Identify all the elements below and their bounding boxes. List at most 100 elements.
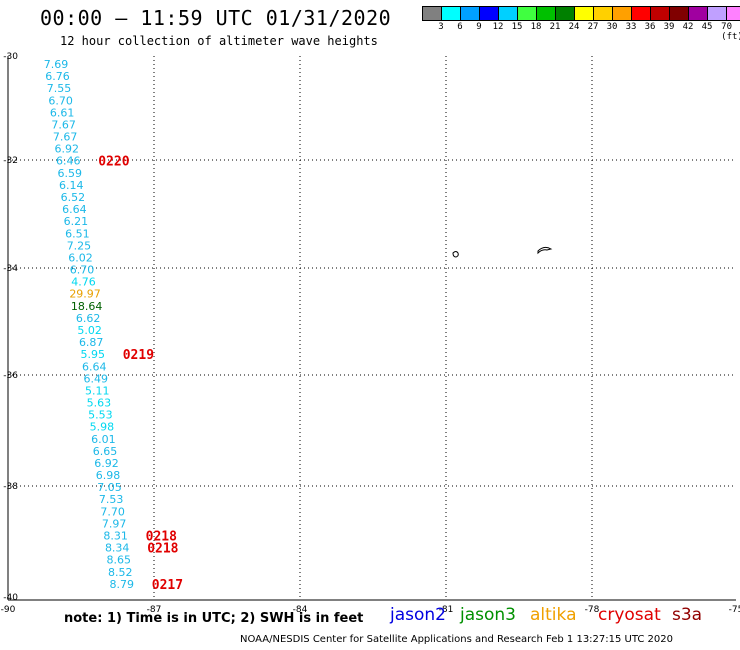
legend-swatch (727, 7, 740, 20)
wave-height-value: 6.21 (64, 215, 89, 228)
wave-height-value: 7.67 (51, 118, 76, 131)
legend-swatch (499, 7, 518, 20)
map-title: 00:00 – 11:59 UTC 01/31/2020 (40, 6, 392, 30)
wave-height-value: 6.98 (96, 469, 121, 482)
wave-height-value: 4.76 (71, 276, 96, 289)
satellite-name-s3a: s3a (672, 605, 703, 625)
lon-label: -78 (585, 605, 600, 615)
legend-swatch (442, 7, 461, 20)
wave-height-value: 7.55 (47, 82, 72, 95)
legend-swatch (670, 7, 689, 20)
wave-height-value: 7.67 (53, 131, 78, 144)
legend-label: 39 (663, 22, 675, 32)
wave-height-value: 5.95 (80, 348, 105, 361)
lat-label: -38 (3, 482, 18, 492)
wave-height-value: 6.02 (68, 251, 93, 264)
lon-label: -87 (147, 605, 162, 615)
lat-label: -34 (3, 264, 18, 274)
lat-label: -30 (3, 52, 18, 62)
lon-label: -81 (439, 605, 454, 615)
lon-label: -90 (1, 605, 16, 615)
wave-height-value: 6.92 (54, 143, 79, 156)
map-subtitle: 12 hour collection of altimeter wave hei… (60, 34, 378, 48)
wave-height-value: 5.63 (87, 397, 112, 410)
satellite-name-altika: altika (530, 605, 577, 625)
wave-height-value: 7.25 (67, 239, 92, 252)
color-scale-legend (422, 6, 740, 21)
wave-height-value: 8.31 (103, 530, 128, 543)
wave-height-value: 7.97 (102, 517, 127, 530)
legend-label: 42 (682, 22, 694, 32)
legend-label: 33 (625, 22, 637, 32)
island-outline (452, 251, 459, 258)
wave-height-value: 8.34 (105, 542, 130, 555)
legend-swatch (594, 7, 613, 20)
wave-height-value: 6.61 (50, 106, 75, 119)
wave-height-value: 7.53 (99, 493, 124, 506)
legend-swatch (423, 7, 442, 20)
legend-swatch (708, 7, 727, 20)
legend-swatch (575, 7, 594, 20)
legend-label: 3 (438, 22, 444, 32)
satellite-name-cryosat: cryosat (598, 605, 661, 625)
legend-label: 30 (606, 22, 618, 32)
wave-height-value: 5.98 (90, 421, 115, 434)
legend-swatch (537, 7, 556, 20)
legend-label: 6 (457, 22, 463, 32)
wave-height-value: 6.65 (93, 445, 118, 458)
wave-height-value: 6.52 (61, 191, 86, 204)
wave-height-value: 8.65 (106, 554, 131, 567)
legend-label: 18 (530, 22, 542, 32)
wave-height-value: 6.01 (91, 433, 116, 446)
lat-label: -32 (3, 156, 18, 166)
wave-height-value: 6.64 (82, 360, 107, 373)
legend-swatch (518, 7, 537, 20)
wave-height-value: 8.79 (110, 578, 135, 591)
credit-line: NOAA/NESDIS Center for Satellite Applica… (240, 634, 673, 645)
time-label: 0218 (146, 530, 177, 545)
wave-height-value: 18.64 (71, 300, 103, 313)
wave-height-value: 6.46 (56, 155, 81, 168)
time-label: 0220 (98, 155, 129, 170)
wave-height-value: 8.52 (108, 566, 133, 579)
wave-height-value: 6.49 (84, 372, 109, 385)
wave-height-value: 6.64 (62, 203, 87, 216)
legend-label: 24 (568, 22, 580, 32)
legend-swatch (480, 7, 499, 20)
lat-label: -36 (3, 371, 18, 381)
lat-label: -40 (3, 593, 18, 603)
wave-height-value: 7.69 (44, 58, 69, 71)
island-outline (537, 246, 553, 255)
wave-height-value: 6.92 (94, 457, 119, 470)
wave-height-value: 6.70 (70, 264, 95, 277)
lon-label: -84 (293, 605, 308, 615)
wave-height-value: 7.70 (100, 505, 125, 518)
legend-swatch (651, 7, 670, 20)
legend-label: 45 (701, 22, 713, 32)
wave-height-value: 7.05 (97, 481, 122, 494)
wave-height-value: 6.76 (45, 70, 70, 83)
wave-height-value: 5.53 (88, 409, 113, 422)
time-label: 0219 (123, 348, 154, 363)
satellite-name-jason3: jason3 (460, 605, 516, 625)
wave-height-value: 5.11 (85, 384, 110, 397)
legend-swatch (613, 7, 632, 20)
wave-height-value: 29.97 (69, 288, 101, 301)
wave-height-value: 6.62 (76, 312, 101, 325)
wave-height-value: 6.59 (58, 167, 83, 180)
legend-label: 15 (511, 22, 523, 32)
legend-label: 27 (587, 22, 599, 32)
satellite-name-jason2: jason2 (390, 605, 446, 625)
wave-height-value: 6.51 (65, 227, 90, 240)
legend-label: 21 (549, 22, 561, 32)
units-note: note: 1) Time is in UTC; 2) SWH is in fe… (64, 611, 364, 626)
wave-height-value: 6.87 (79, 336, 104, 349)
legend-swatch (632, 7, 651, 20)
legend-swatch (556, 7, 575, 20)
legend-label: 12 (492, 22, 504, 32)
legend-swatch (461, 7, 480, 20)
legend-label: 70 (ft) (721, 22, 740, 42)
wave-height-value: 6.70 (48, 94, 73, 107)
legend-label: 36 (644, 22, 656, 32)
